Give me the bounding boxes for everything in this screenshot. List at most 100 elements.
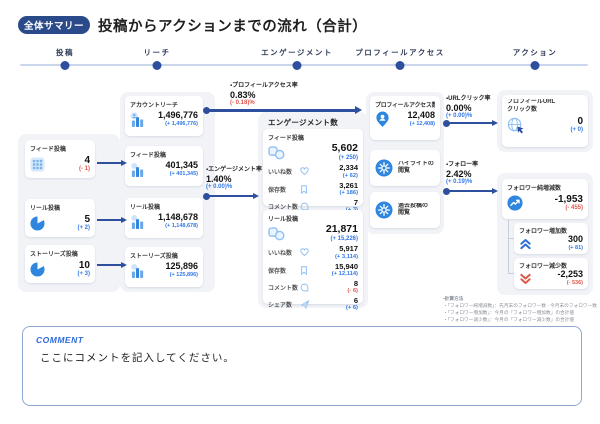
card-value: -1,953	[554, 194, 583, 205]
card-account-reach: アカウントリーチ 1,496,776 (+ 1,496,776)	[125, 96, 203, 136]
arrow-profile-to-followers	[443, 187, 498, 195]
reel-pie-icon	[30, 215, 45, 231]
card-label: プロフィールURL クリック数	[507, 99, 556, 113]
comment-title: COMMENT	[36, 335, 84, 345]
engagement-row-likes: いいね数 5,917 (+ 3,114)	[268, 244, 358, 260]
card-value: 21,871	[325, 223, 358, 235]
share-icon	[300, 300, 310, 309]
card-value: 10	[78, 260, 90, 271]
card-value: 300	[567, 234, 583, 244]
engagement-shapes-icon	[268, 226, 285, 241]
card-delta: (- 1)	[79, 166, 90, 172]
arrow-profile-to-url-clicks	[443, 119, 498, 127]
rate-profile-access: ▪プロフィールアクセス率 0.83% (- 0.18)%	[230, 83, 298, 106]
engagement-title: エンゲージメント数	[268, 118, 339, 127]
card-value: 4	[84, 155, 90, 166]
comment-box[interactable]: COMMENT ここにコメントを記入してください。	[22, 326, 582, 406]
card-past-posts-views: 過去投稿の 閲覧	[370, 192, 440, 228]
arrow-reel-to-reach	[97, 216, 127, 223]
engagement-row-comments: コメント数 8 (- 6)	[268, 278, 358, 294]
summary-badge: 全体サマリー	[18, 16, 90, 34]
card-label: フィード投稿	[130, 153, 166, 159]
card-profile-url-clicks: プロフィールURL クリック数 0 (+ 0)	[502, 95, 588, 147]
stories-pie-icon	[30, 261, 45, 277]
card-delta: (+ 1,148,678)	[165, 222, 198, 229]
card-value: 1,148,678	[157, 212, 198, 222]
card-label: フォロワー減少数	[519, 264, 568, 270]
card-reel-reach: リール投稿 1,148,678 (+ 1,148,678)	[125, 198, 203, 238]
timeline-dot-posts	[60, 60, 70, 70]
timeline-dot-action	[530, 60, 540, 70]
chevrons-down-icon	[519, 273, 532, 285]
globe-cursor-icon	[507, 117, 525, 134]
account-reach-icon	[130, 112, 146, 128]
comment-icon	[300, 202, 309, 211]
card-label: フォロワー増加数	[519, 229, 568, 235]
card-label: ハイライトの 閲覧	[398, 160, 434, 175]
card-label: リール投稿	[30, 206, 61, 212]
timeline-line	[20, 64, 588, 66]
bar-chart-icon	[130, 162, 146, 178]
card-value: -2,253	[557, 269, 583, 279]
bar-chart-icon	[130, 214, 146, 230]
engagement-row-saves: 保存数 15,940 (+ 12,114)	[268, 261, 358, 277]
trend-up-icon	[507, 195, 523, 211]
card-profile-access-count: プロフィールアクセス数 12,408 (+ 12,408)	[370, 96, 440, 140]
card-value: 1,496,776	[157, 110, 198, 120]
chevrons-up-icon	[519, 238, 532, 250]
card-label: リール投稿	[268, 217, 299, 223]
arrow-reach-to-profile-access	[203, 106, 362, 114]
card-delta: (+ 12,408)	[409, 120, 435, 127]
engagement-row-saves: 保存数 3,261 (+ 186)	[268, 180, 358, 196]
card-delta: (+ 3)	[77, 271, 90, 277]
timeline-dot-engagement	[292, 60, 302, 70]
card-label: フォロワー純増減数	[507, 186, 562, 192]
engagement-row-shares: シェア数 6 (+ 6)	[268, 295, 358, 312]
card-label: アカウントリーチ	[130, 103, 179, 109]
card-delta: (- 536)	[566, 279, 583, 286]
card-highlight-views: ハイライトの 閲覧	[370, 150, 440, 186]
connector-line	[508, 219, 515, 274]
calculation-footnote: ▪計算方法 ・「フォロワー純増減数」：先月末のフォロワー数 - 今月末のフォロワ…	[443, 296, 597, 323]
arrow-reach-to-engagement	[203, 192, 259, 200]
card-label: ストーリーズ投稿	[130, 254, 178, 260]
card-feed-posts: フィード投稿 4 (- 1)	[25, 140, 95, 178]
rate-engagement: ▪エンゲージメント率 1.40% (+ 0.00)%	[206, 167, 263, 190]
card-followers-gained: フォロワー増加数 300 (+ 81)	[514, 223, 588, 254]
card-delta: (- 455)	[565, 205, 583, 211]
heart-icon	[300, 248, 309, 257]
rate-url-click: ▪URLクリック率 0.00% (+ 0.00)%	[446, 96, 491, 119]
card-followers-net: フォロワー純増減数 -1,953 (- 455)	[502, 179, 588, 219]
card-label: フィード投稿	[268, 136, 304, 142]
timeline-stage-action: アクション	[512, 48, 558, 57]
card-value: 0	[577, 116, 583, 127]
card-value: 401,345	[165, 160, 198, 170]
card-delta: (+ 1,496,776)	[165, 120, 198, 127]
past-posts-icon	[375, 201, 393, 219]
timeline-stage-engagement: エンゲージメント	[261, 48, 333, 57]
timeline-stage-reach: リーチ	[143, 48, 171, 57]
card-stories-posts: ストーリーズ投稿 10 (+ 3)	[25, 245, 95, 283]
card-delta: (+ 401,345)	[169, 170, 198, 177]
card-followers-lost: フォロワー減少数 -2,253 (- 536)	[514, 258, 588, 289]
timeline-stage-profile-access: プロフィールアクセス	[355, 48, 445, 57]
heart-icon	[300, 167, 309, 176]
card-delta: (+ 81)	[568, 244, 583, 251]
card-delta: (+ 250)	[338, 154, 358, 161]
arrow-feed-to-reach	[97, 159, 127, 166]
card-value: 12,408	[407, 110, 435, 120]
page-title: 投稿からアクションまでの流れ（合計）	[98, 19, 368, 35]
bar-chart-icon	[130, 263, 146, 279]
timeline-dot-profile-access	[395, 60, 405, 70]
engagement-shapes-icon	[268, 145, 285, 160]
card-stories-reach: ストーリーズ投稿 125,896 (+ 125,896)	[125, 247, 203, 287]
card-delta: (+ 125,896)	[169, 271, 198, 278]
card-reel-posts: リール投稿 5 (+ 2)	[25, 199, 95, 237]
card-feed-reach: フィード投稿 401,345 (+ 401,345)	[125, 146, 203, 186]
card-value: 5	[84, 214, 90, 225]
engagement-row-likes: いいね数 2,334 (+ 62)	[268, 163, 358, 179]
comment-input[interactable]: ここにコメントを記入してください。	[40, 352, 235, 364]
card-value: 125,896	[165, 261, 198, 271]
card-delta: (+ 0)	[570, 127, 583, 133]
